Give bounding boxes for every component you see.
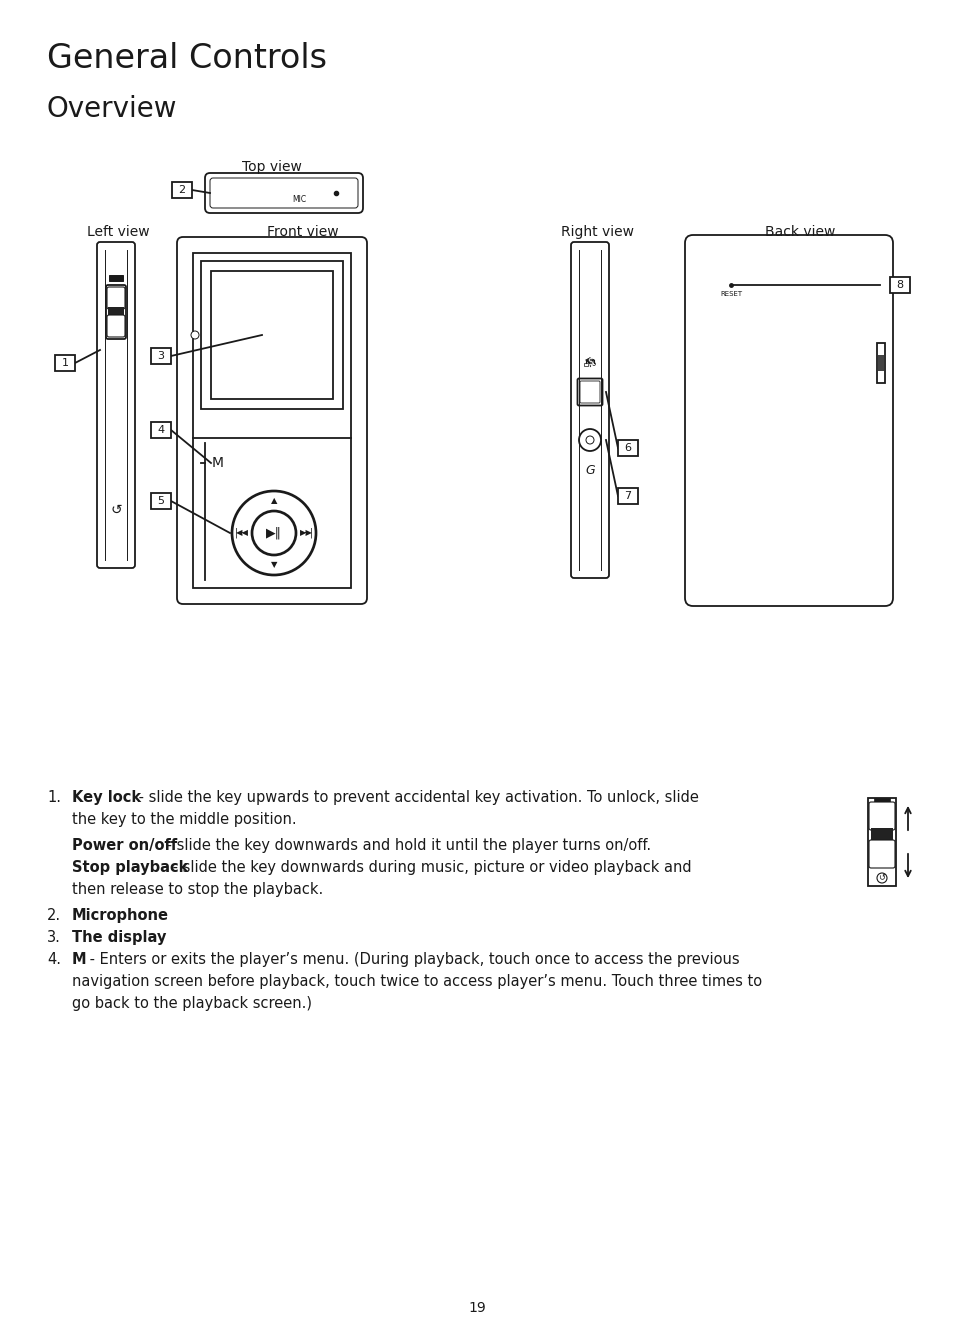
Bar bbox=[193, 253, 351, 588]
FancyBboxPatch shape bbox=[107, 315, 125, 336]
Text: Key lock: Key lock bbox=[71, 791, 141, 805]
Text: RESET: RESET bbox=[720, 291, 741, 297]
FancyBboxPatch shape bbox=[107, 287, 125, 310]
Text: 8: 8 bbox=[896, 280, 902, 289]
FancyBboxPatch shape bbox=[571, 243, 608, 578]
Text: ▼: ▼ bbox=[271, 560, 277, 570]
FancyBboxPatch shape bbox=[577, 378, 602, 406]
Text: ↺: ↺ bbox=[878, 874, 884, 883]
Text: 5: 5 bbox=[157, 496, 164, 507]
Text: |: | bbox=[234, 528, 237, 539]
Text: - slide the key downwards during music, picture or video playback and: - slide the key downwards during music, … bbox=[168, 860, 691, 875]
FancyBboxPatch shape bbox=[106, 285, 126, 339]
Text: Overview: Overview bbox=[47, 95, 177, 123]
Circle shape bbox=[232, 490, 315, 575]
Text: Front view: Front view bbox=[267, 225, 338, 239]
Text: 1: 1 bbox=[61, 358, 69, 369]
Bar bbox=[151, 422, 171, 438]
Text: MIC: MIC bbox=[292, 196, 306, 204]
Text: - Enters or exits the player’s menu. (During playback, touch once to access the : - Enters or exits the player’s menu. (Du… bbox=[85, 951, 739, 967]
Bar bbox=[870, 828, 892, 842]
Text: Left view: Left view bbox=[87, 225, 150, 239]
Text: ▶‖: ▶‖ bbox=[266, 527, 282, 540]
Bar bbox=[151, 348, 171, 364]
Text: Right view: Right view bbox=[561, 225, 634, 239]
FancyBboxPatch shape bbox=[684, 234, 892, 606]
Bar bbox=[108, 307, 124, 318]
Bar bbox=[876, 343, 884, 383]
Text: $: $ bbox=[586, 356, 593, 366]
Text: 2: 2 bbox=[178, 185, 186, 196]
FancyBboxPatch shape bbox=[868, 840, 894, 868]
Text: 4: 4 bbox=[157, 425, 164, 436]
Text: Stop playback: Stop playback bbox=[71, 860, 188, 875]
Text: then release to stop the playback.: then release to stop the playback. bbox=[71, 882, 323, 896]
FancyBboxPatch shape bbox=[210, 178, 357, 208]
Bar bbox=[172, 182, 192, 198]
Text: ♥: ♥ bbox=[585, 358, 594, 369]
Circle shape bbox=[252, 511, 295, 555]
Text: 6: 6 bbox=[624, 444, 631, 453]
Text: 4.: 4. bbox=[47, 951, 61, 967]
Text: ▶▶: ▶▶ bbox=[299, 528, 313, 537]
Text: Back view: Back view bbox=[764, 225, 834, 239]
Text: the key to the middle position.: the key to the middle position. bbox=[71, 812, 296, 827]
Text: M: M bbox=[71, 951, 87, 967]
FancyBboxPatch shape bbox=[579, 381, 599, 403]
Bar bbox=[873, 799, 889, 803]
Text: 1.: 1. bbox=[47, 791, 61, 805]
Text: ◀◀: ◀◀ bbox=[235, 528, 248, 537]
Text: 2.: 2. bbox=[47, 909, 61, 923]
FancyBboxPatch shape bbox=[97, 243, 135, 568]
Bar bbox=[211, 271, 333, 399]
Bar bbox=[877, 355, 883, 371]
Text: 19: 19 bbox=[468, 1301, 485, 1315]
Text: Microphone: Microphone bbox=[71, 909, 169, 923]
Bar bbox=[583, 363, 587, 366]
Bar bbox=[867, 799, 895, 886]
Bar bbox=[151, 493, 171, 509]
Text: G: G bbox=[584, 464, 594, 477]
Text: navigation screen before playback, touch twice to access player’s menu. Touch th: navigation screen before playback, touch… bbox=[71, 974, 761, 989]
Circle shape bbox=[876, 872, 886, 883]
Text: - slide the key upwards to prevent accidental key activation. To unlock, slide: - slide the key upwards to prevent accid… bbox=[133, 791, 699, 805]
Circle shape bbox=[585, 436, 594, 444]
Text: M: M bbox=[212, 456, 224, 470]
Bar bbox=[55, 355, 75, 371]
Text: The display: The display bbox=[71, 930, 166, 945]
Text: |: | bbox=[310, 528, 313, 539]
FancyBboxPatch shape bbox=[177, 237, 367, 604]
Text: 3.: 3. bbox=[47, 930, 61, 945]
Bar bbox=[618, 488, 638, 504]
Text: - slide the key downwards and hold it until the player turns on/off.: - slide the key downwards and hold it un… bbox=[162, 838, 651, 854]
Circle shape bbox=[578, 429, 600, 452]
Text: ▲: ▲ bbox=[271, 497, 277, 505]
Bar bbox=[889, 277, 909, 293]
Bar bbox=[618, 440, 638, 456]
Text: 7: 7 bbox=[624, 490, 631, 501]
Text: General Controls: General Controls bbox=[47, 42, 327, 75]
Bar bbox=[201, 261, 343, 409]
Text: Power on/off: Power on/off bbox=[71, 838, 177, 854]
Bar bbox=[109, 275, 123, 281]
Text: Top view: Top view bbox=[242, 159, 301, 174]
Circle shape bbox=[191, 331, 199, 339]
FancyBboxPatch shape bbox=[868, 803, 894, 829]
Text: 3: 3 bbox=[157, 351, 164, 360]
FancyBboxPatch shape bbox=[205, 173, 363, 213]
Text: go back to the playback screen.): go back to the playback screen.) bbox=[71, 996, 312, 1010]
Circle shape bbox=[592, 363, 595, 366]
Text: ↺: ↺ bbox=[111, 502, 122, 517]
